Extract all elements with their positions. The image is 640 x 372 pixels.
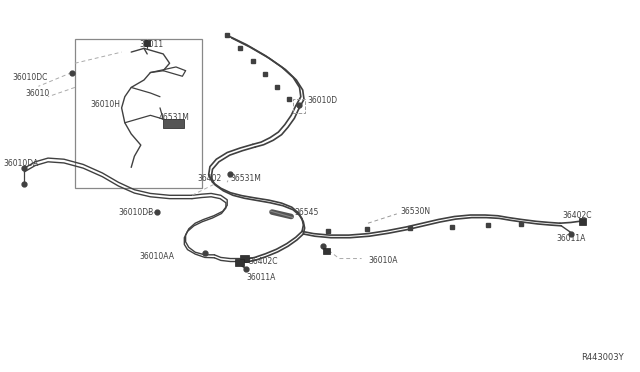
Bar [323,248,330,254]
Bar [293,99,305,113]
Text: 36011: 36011 [140,40,164,49]
Bar [75,39,202,188]
Text: R443003Y: R443003Y [581,353,624,362]
Text: 36010DC: 36010DC [13,73,48,82]
Text: 36010D: 36010D [307,96,337,105]
Bar [144,40,150,46]
Text: 36011A: 36011A [246,273,276,282]
Text: 36402C: 36402C [562,211,591,219]
Bar [241,256,248,262]
Text: 36531M: 36531M [230,174,261,183]
Text: 36010: 36010 [26,89,50,98]
Text: 46531M: 46531M [159,113,189,122]
Text: 36011A: 36011A [557,234,586,243]
Text: 36010DB: 36010DB [118,208,154,217]
Text: 36010A: 36010A [368,256,397,265]
Text: 36402C: 36402C [248,257,278,266]
Text: 36010H: 36010H [91,100,121,109]
Text: 36402: 36402 [197,174,221,183]
Text: 36010DA: 36010DA [3,159,38,168]
Bar [579,218,586,225]
Text: 36530N: 36530N [400,207,430,216]
Bar [236,259,243,266]
Text: 36545: 36545 [294,208,319,217]
Text: 36010AA: 36010AA [140,252,175,261]
Bar [163,119,184,128]
